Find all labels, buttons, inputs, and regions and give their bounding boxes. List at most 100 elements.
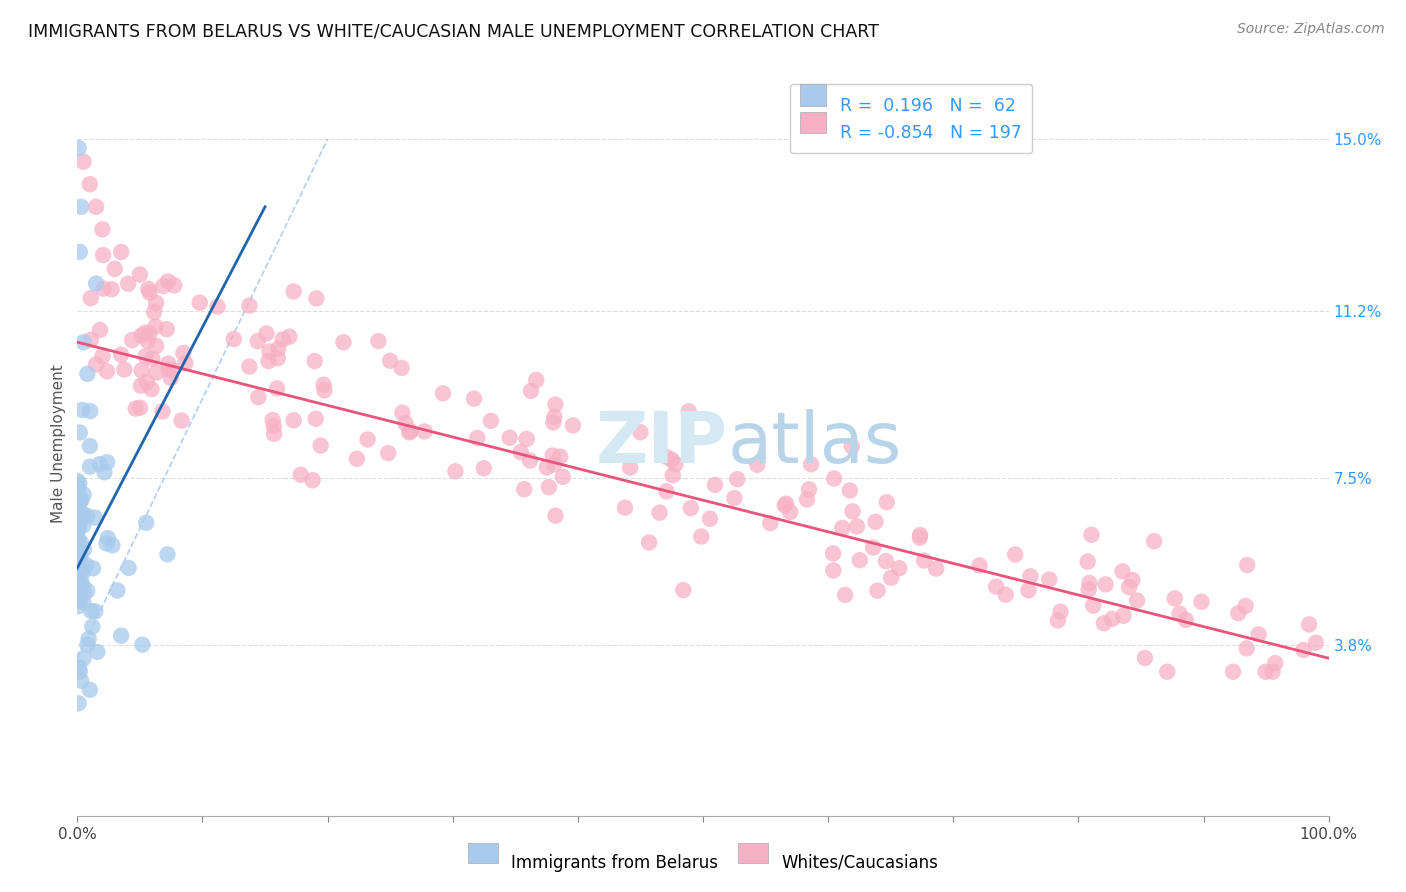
Point: [848, 553, 870, 567]
Point: [131, 328, 153, 343]
Point: [138, 326, 160, 341]
Point: [72, 651, 94, 665]
Point: [77, 632, 100, 646]
Point: [524, 373, 547, 387]
Point: [156, 547, 179, 561]
Point: [1038, 573, 1060, 587]
Point: [655, 450, 678, 464]
Point: [67, 696, 90, 710]
Point: [394, 416, 416, 430]
Point: [73, 509, 96, 524]
Point: [875, 554, 897, 568]
Point: [1049, 605, 1071, 619]
Point: [543, 458, 565, 472]
Point: [256, 326, 278, 341]
Legend: Immigrants from Belarus, Whites/Caucasians: Immigrants from Belarus, Whites/Caucasia…: [461, 846, 945, 880]
Point: [516, 432, 538, 446]
Point: [908, 531, 931, 545]
Point: [145, 296, 167, 310]
Point: [96, 364, 118, 378]
Point: [69, 564, 91, 578]
Point: [76, 508, 98, 523]
Point: [1118, 580, 1140, 594]
Point: [1126, 593, 1149, 607]
Point: [1174, 613, 1197, 627]
Point: [986, 580, 1008, 594]
Point: [472, 461, 495, 475]
Point: [509, 445, 531, 459]
Point: [1191, 595, 1213, 609]
Point: [129, 401, 152, 415]
Point: [1234, 599, 1257, 613]
Point: [444, 464, 467, 478]
Point: [398, 425, 420, 440]
Point: [1078, 576, 1101, 591]
Point: [1305, 635, 1327, 649]
Point: [1101, 612, 1123, 626]
Point: [876, 495, 898, 509]
Point: [67, 532, 90, 546]
Point: [104, 261, 127, 276]
Point: [541, 449, 564, 463]
Point: [834, 588, 856, 602]
Point: [661, 468, 683, 483]
Point: [1163, 591, 1185, 606]
Point: [66, 512, 89, 526]
Point: [141, 382, 163, 396]
Point: [121, 333, 143, 347]
Point: [84, 604, 107, 618]
Point: [80, 604, 103, 618]
Point: [723, 491, 745, 505]
Point: [648, 506, 671, 520]
Point: [1254, 665, 1277, 679]
Point: [263, 426, 285, 441]
Point: [66, 599, 89, 614]
Point: [638, 535, 661, 549]
Point: [800, 458, 823, 472]
Point: [544, 508, 567, 523]
Point: [135, 375, 157, 389]
Point: [356, 433, 378, 447]
Point: [332, 335, 354, 350]
Point: [82, 561, 104, 575]
Point: [91, 248, 114, 262]
Point: [84, 277, 107, 291]
Point: [101, 538, 124, 552]
Point: [69, 494, 91, 508]
Text: ZIP: ZIP: [596, 409, 728, 478]
Point: [1236, 641, 1258, 656]
Point: [262, 413, 284, 427]
Point: [129, 268, 152, 282]
Point: [66, 533, 89, 547]
Point: [72, 154, 94, 169]
Point: [1247, 627, 1270, 641]
Point: [309, 439, 332, 453]
Point: [271, 332, 294, 346]
Point: [91, 222, 114, 236]
Point: [561, 418, 583, 433]
Point: [467, 431, 489, 445]
Point: [312, 377, 335, 392]
Point: [1094, 577, 1116, 591]
Point: [1121, 573, 1143, 587]
Point: [145, 366, 167, 380]
Point: [925, 561, 948, 575]
Point: [305, 411, 328, 425]
Point: [70, 505, 93, 519]
Point: [80, 291, 103, 305]
Point: [1261, 665, 1284, 679]
Point: [152, 279, 174, 293]
Point: [72, 566, 94, 581]
Point: [117, 277, 139, 291]
Point: [70, 200, 93, 214]
Point: [188, 295, 211, 310]
Point: [112, 362, 135, 376]
Point: [66, 508, 89, 523]
Point: [1092, 616, 1115, 631]
Point: [619, 460, 641, 475]
Point: [93, 465, 115, 479]
Point: [163, 278, 186, 293]
Point: [67, 476, 90, 491]
Point: [72, 595, 94, 609]
Point: [773, 499, 796, 513]
